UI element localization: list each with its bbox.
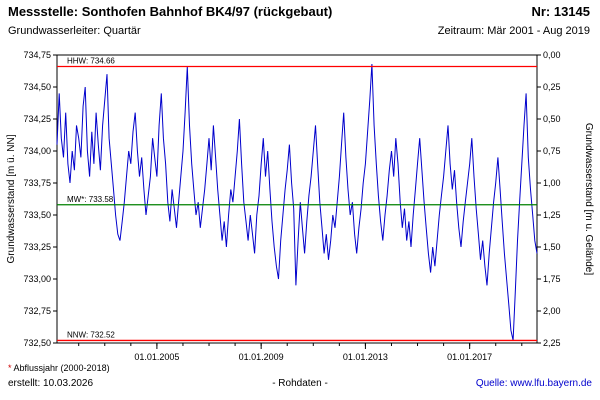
x-tick-label: 01.01.2017 (447, 352, 492, 362)
x-tick-label: 01.01.2009 (239, 352, 284, 362)
y-left-tick-label: 733,00 (23, 274, 51, 284)
y-left-tick-label: 733,50 (23, 210, 51, 220)
y-right-tick-label: 0,25 (543, 82, 561, 92)
y-left-tick-label: 732,50 (23, 338, 51, 348)
y-left-tick-label: 733,25 (23, 242, 51, 252)
created-date: erstellt: 10.03.2026 (8, 378, 94, 389)
y-left-tick-label: 733,75 (23, 178, 51, 188)
x-tick-label: 01.01.2005 (134, 352, 179, 362)
y-left-tick-label: 734,75 (23, 50, 51, 60)
y-right-tick-label: 1,00 (543, 178, 561, 188)
y-right-tick-label: 2,00 (543, 306, 561, 316)
y-left-tick-label: 734,00 (23, 146, 51, 156)
y-right-tick-label: 0,00 (543, 50, 561, 60)
x-tick-label: 01.01.2013 (343, 352, 388, 362)
footnote-text: Abflussjahr (2000-2018) (11, 363, 110, 373)
source-link[interactable]: www.lfu.bayern.de (510, 378, 592, 389)
groundwater-data-line (56, 63, 538, 341)
source-attribution: Quelle: www.lfu.bayern.de (476, 378, 592, 389)
y-right-tick-label: 2,25 (543, 338, 561, 348)
y-left-tick-label: 734,50 (23, 82, 51, 92)
footnote: * Abflussjahr (2000-2018) (8, 363, 110, 373)
y-right-tick-label: 1,75 (543, 274, 561, 284)
y-left-tick-label: 734,25 (23, 114, 51, 124)
y-left-axis-title: Grundwasserstand [m ü. NN] (6, 134, 17, 263)
page-title: Messstelle: Sonthofen Bahnhof BK4/97 (rü… (8, 4, 333, 19)
source-prefix: Quelle: (475, 378, 511, 389)
footnote-asterisk: * (8, 363, 12, 373)
y-right-axis-title: Grundwasserstand [m u. Gelände] (583, 123, 594, 276)
rohdaten-label: - Rohdaten - (272, 378, 328, 389)
period-label: Zeitraum: Mär 2001 - Aug 2019 (437, 25, 590, 37)
reference-line-label-mw: MW*: 733.58 (67, 195, 114, 204)
y-right-tick-label: 1,25 (543, 210, 561, 220)
y-right-tick-label: 0,50 (543, 114, 561, 124)
plot-area (56, 54, 538, 344)
reference-line-label-hhw: HHW: 734.66 (67, 57, 115, 66)
station-number: Nr: 13145 (531, 4, 590, 19)
y-right-tick-label: 0,75 (543, 146, 561, 156)
y-right-tick-label: 1,50 (543, 242, 561, 252)
aquifer-label: Grundwasserleiter: Quartär (8, 25, 141, 37)
reference-line-label-nnw: NNW: 732.52 (67, 330, 115, 339)
y-left-tick-label: 732,75 (23, 306, 51, 316)
